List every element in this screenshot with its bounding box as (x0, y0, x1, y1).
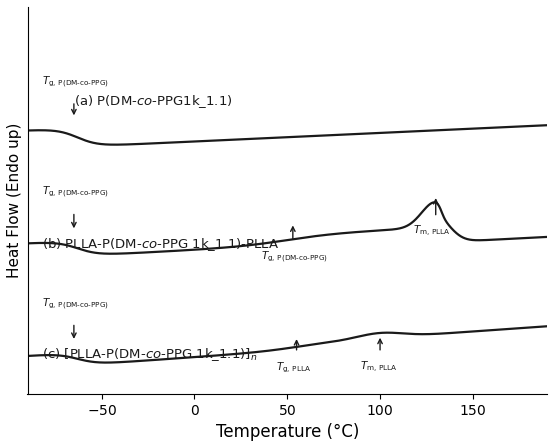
Text: (c) [PLLA-P(DM-$\mathit{co}$-PPG 1k_1.1)]$_n$: (c) [PLLA-P(DM-$\mathit{co}$-PPG 1k_1.1)… (42, 346, 258, 363)
X-axis label: Temperature (°C): Temperature (°C) (216, 423, 359, 441)
Text: (b) PLLA-P(DM-$\mathit{co}$-PPG 1k_1.1)-PLLA: (b) PLLA-P(DM-$\mathit{co}$-PPG 1k_1.1)-… (42, 236, 280, 253)
Text: $\mathit{T}_{\rm m,\,PLLA}$: $\mathit{T}_{\rm m,\,PLLA}$ (360, 360, 397, 375)
Text: $\mathit{T}_{\rm g,\,P(DM\text{-}co\text{-}PPG)}$: $\mathit{T}_{\rm g,\,P(DM\text{-}co\text… (42, 296, 110, 312)
Text: $\mathit{T}_{\rm g,\,PLLA}$: $\mathit{T}_{\rm g,\,PLLA}$ (276, 360, 311, 375)
Text: $\mathit{T}_{\rm g,\,P(DM\text{-}co\text{-}PPG)}$: $\mathit{T}_{\rm g,\,P(DM\text{-}co\text… (42, 74, 110, 90)
Text: $\mathit{T}_{\rm g,\,P(DM\text{-}co\text{-}PPG)}$: $\mathit{T}_{\rm g,\,P(DM\text{-}co\text… (42, 185, 110, 200)
Text: (a) P(DM-$\mathit{co}$-PPG1k_1.1): (a) P(DM-$\mathit{co}$-PPG1k_1.1) (74, 93, 232, 110)
Text: $\mathit{T}_{\rm g,\,P(DM\text{-}co\text{-}PPG)}$: $\mathit{T}_{\rm g,\,P(DM\text{-}co\text… (261, 250, 329, 265)
Y-axis label: Heat Flow (Endo up): Heat Flow (Endo up) (7, 123, 22, 278)
Text: $\mathit{T}_{\rm m,\,PLLA}$: $\mathit{T}_{\rm m,\,PLLA}$ (413, 224, 451, 239)
